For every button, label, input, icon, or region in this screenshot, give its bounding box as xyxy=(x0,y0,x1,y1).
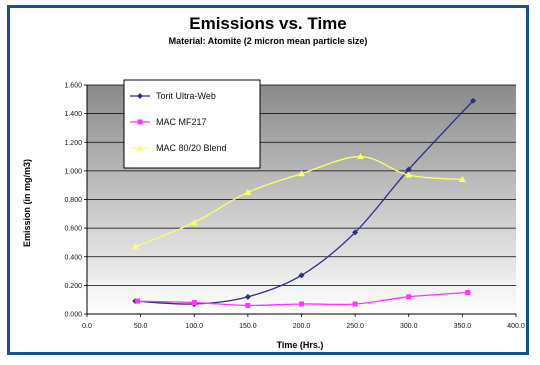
y-axis-label: Emission (in mg/m3) xyxy=(22,159,32,247)
data-point xyxy=(405,171,413,178)
data-point xyxy=(134,298,140,304)
legend-marker xyxy=(136,144,144,151)
y-tick-label: 0.800 xyxy=(64,197,82,204)
x-tick-label: 150.0 xyxy=(239,323,257,330)
data-point xyxy=(190,218,198,225)
chart-title: Emissions vs. Time xyxy=(189,14,346,33)
data-point xyxy=(356,153,364,160)
legend-label: MAC 80/20 Blend xyxy=(156,143,227,153)
x-tick-label: 200.0 xyxy=(293,323,311,330)
x-tick-label: 100.0 xyxy=(185,323,203,330)
legend-marker xyxy=(137,119,143,125)
y-tick-label: 0.400 xyxy=(64,254,82,261)
data-point xyxy=(191,300,197,306)
chart-subtitle: Material: Atomite (2 micron mean particl… xyxy=(169,36,368,46)
data-point xyxy=(465,290,471,296)
data-point xyxy=(245,302,251,308)
x-tick-label: 300.0 xyxy=(400,323,418,330)
data-point xyxy=(470,97,477,104)
x-tick-label: 250.0 xyxy=(346,323,364,330)
y-tick-label: 1.400 xyxy=(64,111,82,118)
x-tick-label: 50.0 xyxy=(134,323,148,330)
emissions-chart: Emissions vs. Time Material: Atomite (2 … xyxy=(22,14,525,350)
legend-label: Torit Ultra-Web xyxy=(156,91,216,101)
x-tick-label: 0.0 xyxy=(82,323,92,330)
data-point xyxy=(244,188,252,195)
legend: Torit Ultra-Web MAC MF217 MAC 80/20 Blend xyxy=(123,79,261,169)
legend-label: MAC MF217 xyxy=(156,117,207,127)
y-tick-label: 1.600 xyxy=(64,83,82,90)
data-point xyxy=(298,170,305,177)
chart-frame: Emissions vs. Time Material: Atomite (2 … xyxy=(7,5,529,355)
axes: 0.0 50.0 100.0 150.0 200.0 250.0 300.0 350.0 400… xyxy=(64,83,524,331)
x-tick-label: 400.0 xyxy=(507,323,525,330)
legend-box xyxy=(123,79,261,169)
data-point xyxy=(352,301,358,307)
data-point xyxy=(352,229,359,236)
legend-marker xyxy=(137,93,143,99)
data-point xyxy=(299,301,304,307)
data-point xyxy=(405,166,412,173)
data-point xyxy=(298,272,305,279)
y-tick-label: 0.600 xyxy=(64,226,82,233)
data-point xyxy=(458,175,466,182)
data-point xyxy=(406,294,412,300)
x-tick-label: 350.0 xyxy=(454,323,472,330)
y-tick-label: 0.200 xyxy=(64,283,82,290)
y-tick-label: 1.000 xyxy=(64,168,82,175)
data-point xyxy=(131,243,139,250)
y-tick-label: 1.200 xyxy=(64,140,82,147)
x-axis-label: Time (Hrs.) xyxy=(277,340,324,350)
y-tick-label: 0.000 xyxy=(64,312,82,319)
data-point xyxy=(244,293,251,300)
